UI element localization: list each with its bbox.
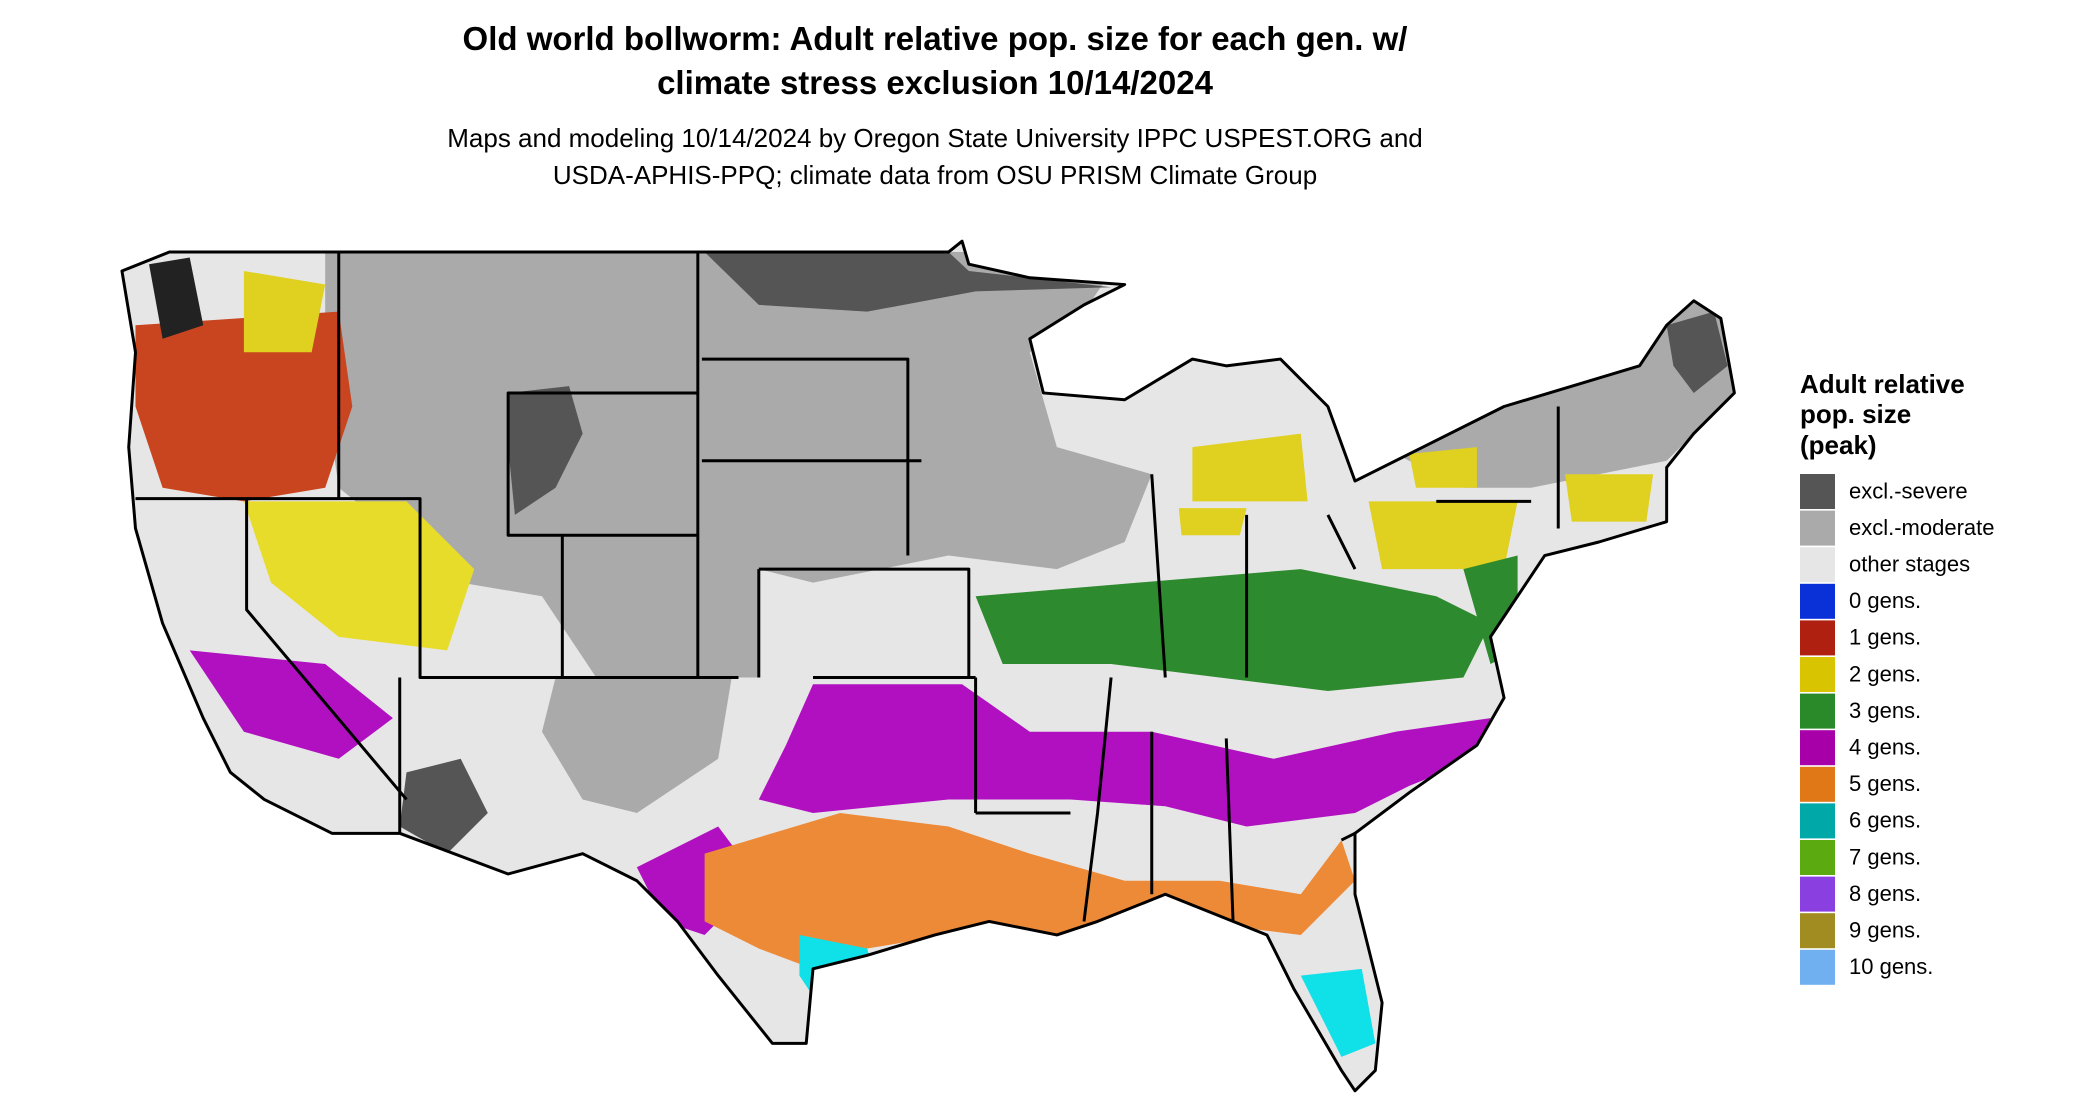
title-line: climate stress exclusion 10/14/2024 bbox=[657, 64, 1214, 101]
legend-label: excl.-severe bbox=[1849, 478, 1968, 503]
legend-label: 3 gens. bbox=[1849, 698, 1921, 723]
legend-swatch bbox=[1800, 510, 1835, 546]
legend-label: 0 gens. bbox=[1849, 588, 1921, 613]
us-outline bbox=[120, 239, 1736, 1093]
region-excl-severe bbox=[149, 257, 204, 339]
legend-label: excl.-moderate bbox=[1849, 515, 1995, 540]
legend-swatch bbox=[1800, 620, 1835, 656]
legend-swatch bbox=[1800, 730, 1835, 766]
region-1-gen bbox=[135, 311, 353, 502]
legend-swatch bbox=[1800, 474, 1835, 509]
region-6-gen bbox=[1300, 968, 1376, 1057]
region-4-gen bbox=[758, 684, 1491, 827]
map-fill bbox=[121, 241, 1735, 1091]
legend-swatch bbox=[1800, 693, 1835, 729]
legend-label: other stages bbox=[1849, 552, 1970, 577]
legend-swatch bbox=[1800, 766, 1835, 802]
region-excl-moderate bbox=[325, 252, 1152, 678]
legend-label: 1 gens. bbox=[1849, 625, 1921, 650]
legend-swatch bbox=[1800, 657, 1835, 692]
region-2-gen bbox=[1178, 508, 1247, 536]
title-line: Old world bollworm: Adult relative pop. … bbox=[463, 20, 1408, 57]
region-2-gen bbox=[1409, 447, 1477, 488]
region-excl-moderate bbox=[542, 677, 732, 813]
legend-title-line: (peak) bbox=[1800, 430, 1877, 460]
region-excl-moderate bbox=[1382, 300, 1735, 488]
legend-swatch bbox=[1800, 913, 1835, 949]
region-2-gen bbox=[243, 271, 326, 353]
legend-swatch bbox=[1800, 840, 1835, 875]
legend-label: 9 gens. bbox=[1849, 918, 1921, 943]
subtitle-line: Maps and modeling 10/14/2024 by Oregon S… bbox=[447, 123, 1423, 153]
region-2-gen bbox=[1368, 501, 1518, 570]
legend-swatch bbox=[1800, 547, 1835, 583]
legend-label: 5 gens. bbox=[1849, 771, 1921, 796]
region-4-gen bbox=[189, 650, 393, 759]
legend-swatch bbox=[1800, 583, 1835, 619]
legend: excl.-severe excl.-moderate other stages 0 … bbox=[1800, 474, 1995, 985]
map bbox=[120, 239, 1736, 1093]
region-2-gen bbox=[243, 501, 475, 651]
legend-title-line: Adult relative bbox=[1800, 369, 1965, 399]
legend-label: 6 gens. bbox=[1849, 808, 1921, 833]
legend-swatch bbox=[1800, 949, 1835, 985]
legend-label: 4 gens. bbox=[1849, 735, 1921, 760]
region-2-gen bbox=[1565, 474, 1654, 522]
legend-title-line: pop. size bbox=[1800, 399, 1911, 429]
region-excl-severe bbox=[508, 386, 583, 515]
region-excl-severe bbox=[704, 252, 1112, 312]
region-2-gen bbox=[1192, 433, 1308, 502]
legend-label: 7 gens. bbox=[1849, 844, 1921, 869]
subtitle-line: USDA-APHIS-PPQ; climate data from OSU PR… bbox=[553, 160, 1317, 190]
legend-swatch bbox=[1800, 876, 1835, 912]
legend-label: 8 gens. bbox=[1849, 881, 1921, 906]
region-3-gen bbox=[975, 569, 1491, 692]
state-lines bbox=[135, 252, 1560, 922]
legend-label: 2 gens. bbox=[1849, 661, 1921, 686]
region-5-gen bbox=[704, 813, 1355, 969]
legend-label: 10 gens. bbox=[1849, 954, 1933, 979]
legend-swatch bbox=[1800, 803, 1835, 839]
region-excl-severe bbox=[399, 758, 488, 854]
region-excl-severe bbox=[1666, 311, 1728, 393]
